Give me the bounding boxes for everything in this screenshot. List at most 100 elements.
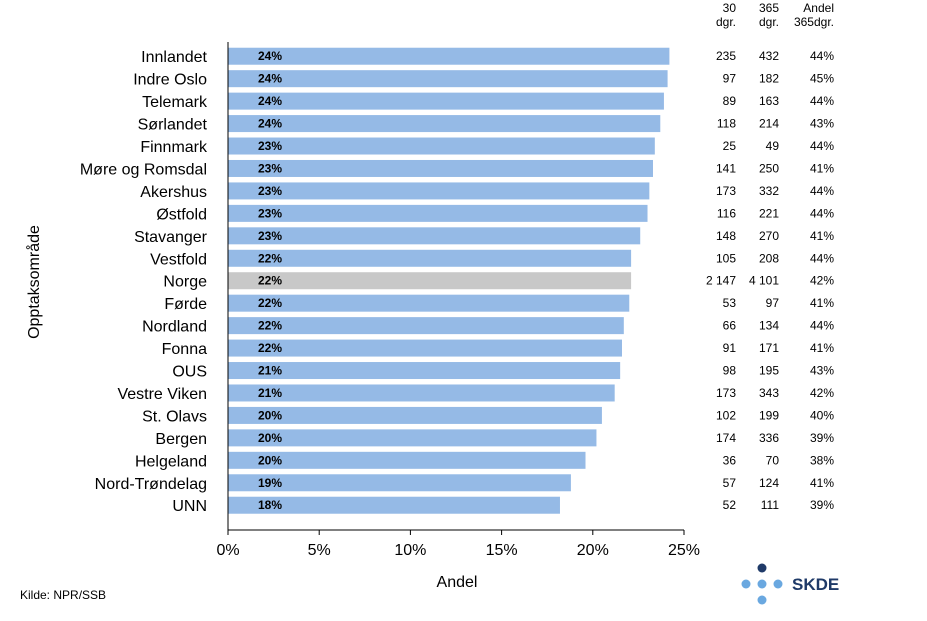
table-cell: 134 [759,319,779,333]
bars-group: 24% Innlandet 24% Indre Oslo 24% Telemark 24% S… [80,47,670,515]
table-header: Andel [803,1,834,15]
x-tick-label: 25% [668,542,700,559]
bar-value-label: 24% [258,117,282,131]
bar [228,474,571,492]
table-cell: 208 [759,251,779,265]
table-cell: 41% [810,296,834,310]
bar [228,182,650,200]
bar [228,204,648,222]
category-label: Sørlandet [138,117,208,134]
bar [228,384,615,402]
x-tick-label: 20% [577,542,609,559]
category-label: OUS [172,364,207,381]
logo-text: SKDE [792,575,839,594]
bar-value-label: 20% [258,453,282,467]
bar [228,362,621,380]
category-label: Førde [164,296,207,313]
table-cell: 44% [810,94,834,108]
table-cell: 235 [716,49,736,63]
category-label: St. Olavs [142,408,207,425]
bar-value-label: 24% [258,49,282,63]
table-cell: 70 [766,453,780,467]
bar [228,227,641,245]
table-cell: 40% [810,408,834,422]
table-cell: 91 [723,341,737,355]
table-cell: 43% [810,364,834,378]
table-cell: 25 [723,139,737,153]
table-cell: 44% [810,139,834,153]
table-cell: 111 [761,498,780,512]
logo-dot [773,579,783,589]
table-header: dgr. [716,15,736,29]
table-cell: 199 [759,408,779,422]
bar-value-label: 24% [258,94,282,108]
category-label: Helgeland [135,453,207,470]
table-cell: 116 [717,206,736,220]
table-cell: 97 [766,296,780,310]
table-cell: 173 [716,184,736,198]
bar [228,451,586,469]
category-label: UNN [172,498,207,515]
table-cell: 49 [766,139,780,153]
table-cell: 39% [810,498,834,512]
category-label: Telemark [142,94,208,111]
bar-value-label: 24% [258,72,282,86]
bar [228,294,630,312]
table-cell: 36 [723,453,737,467]
bar-value-label: 22% [258,296,282,310]
bar-value-label: 22% [258,341,282,355]
bar [228,47,670,65]
table-cell: 41% [810,161,834,175]
table-cell: 182 [759,72,779,86]
logo-dot-top [757,563,767,573]
table-cell: 250 [759,161,779,175]
table-cell: 41% [810,341,834,355]
bar-value-label: 23% [258,184,282,198]
bar-value-label: 22% [258,251,282,265]
table-cell: 4 101 [749,274,779,288]
table-cell: 118 [717,117,736,131]
bar-value-label: 23% [258,161,282,175]
x-tick-label: 5% [308,542,331,559]
category-label: Møre og Romsdal [80,161,207,178]
table-cell: 102 [716,408,736,422]
table-cell: 173 [716,386,736,400]
x-tick-label: 15% [486,542,518,559]
table-cell: 53 [723,296,737,310]
skde-logo: SKDE [741,563,839,605]
table-cell: 44% [810,319,834,333]
table-cell: 171 [759,341,779,355]
table-cell: 89 [723,94,737,108]
x-tick-label: 10% [394,542,426,559]
bar [228,70,668,88]
table-cell: 332 [759,184,779,198]
bar [228,137,655,155]
table-cell: 105 [716,251,736,265]
table-cell: 163 [759,94,779,108]
bar-value-label: 19% [258,476,282,490]
bar-value-label: 20% [258,408,282,422]
table-cell: 41% [810,476,834,490]
bar-value-label: 22% [258,274,282,288]
table-cell: 52 [723,498,737,512]
table-header: 30 [723,1,737,15]
bar-value-label: 21% [258,364,282,378]
table-cell: 2 147 [706,274,736,288]
table-cell: 270 [759,229,779,243]
category-label: Fonna [162,341,207,358]
logo-dot [757,579,767,589]
bar [228,92,664,110]
table-header: 365dgr. [794,15,834,29]
category-label: Innlandet [141,49,207,66]
table-cell: 42% [810,386,834,400]
table-cell: 97 [723,72,737,86]
table-cell: 141 [716,161,736,175]
table-cell: 44% [810,251,834,265]
category-label: Nord-Trøndelag [95,476,207,493]
bar [228,496,560,514]
logo-dot [757,595,767,605]
bar-value-label: 20% [258,431,282,445]
x-tick-label: 0% [216,542,239,559]
